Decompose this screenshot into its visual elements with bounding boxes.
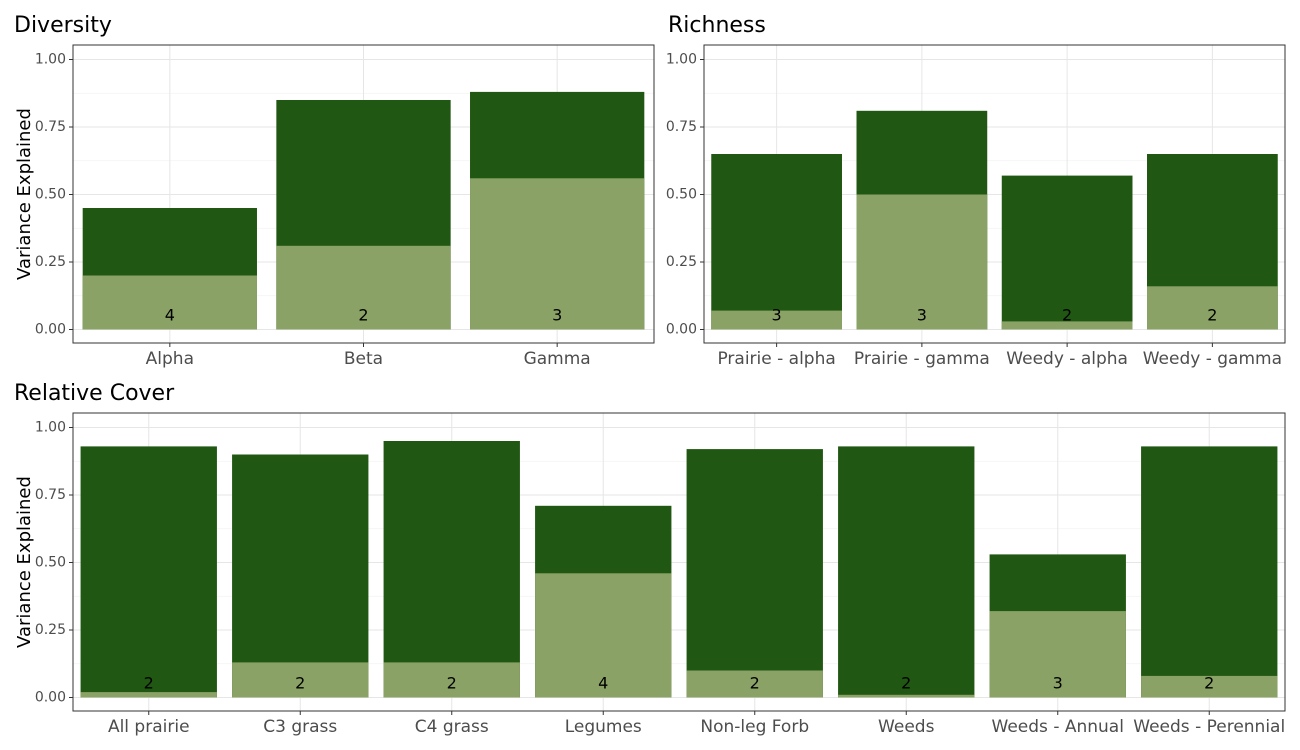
panel-title: Diversity [14,13,112,38]
panel-frame [72,412,1286,712]
bar-label: 2 [750,674,760,693]
panel-frame [72,44,655,344]
bar-fixed [470,178,645,330]
bar-total [232,454,369,698]
bar-total [838,446,975,698]
y-tick-label: 0.00 [666,322,697,338]
bar-fixed [856,194,988,330]
bar-total [80,446,217,698]
bar-total [1141,446,1278,698]
y-tick-label: 0.00 [35,690,66,706]
y-tick-label: 1.00 [666,52,697,68]
y-tick-label: 0.50 [35,555,66,571]
y-tick-label: 1.00 [35,420,66,436]
panel-title: Richness [668,13,766,38]
bar-label: 3 [552,306,562,325]
bar-label: 2 [901,674,911,693]
x-tick-label: Weedy - gamma [1143,349,1282,369]
bar-total [1001,175,1133,330]
bar-fixed [838,694,975,698]
bar-fixed [276,245,451,330]
bar-fixed [989,611,1126,698]
bar-total [711,154,842,330]
y-tick-label: 0.50 [666,187,697,203]
x-tick-label: Legumes [565,717,642,737]
x-tick-label: Non-leg Forb [700,717,809,737]
x-tick-label: All prairie [108,717,190,737]
y-tick-label: 0.25 [35,254,66,270]
x-tick-label: Weedy - alpha [1006,349,1128,369]
y-axis-label: Variance Explained [14,476,35,648]
y-tick-label: 0.25 [35,622,66,638]
bar-fixed [711,310,842,330]
y-tick-label: 0.00 [35,322,66,338]
x-tick-label: Weeds [878,717,935,737]
bar-label: 2 [295,674,305,693]
x-tick-label: Weeds - Perennial [1133,717,1285,737]
panel-relative-cover: 2 All prairie 2 C3 grass 2 C4 grass 4 Legumes 2 N… [14,381,1286,737]
bar-fixed [1147,286,1278,330]
bar-fixed [1001,321,1133,330]
bar-label: 2 [447,674,457,693]
bar-label: 3 [772,306,782,325]
x-tick-label: Beta [344,349,383,369]
x-tick-label: Prairie - alpha [717,349,835,369]
y-tick-label: 1.00 [35,52,66,68]
x-tick-label: C3 grass [263,717,337,737]
bar-fixed [383,662,520,698]
bar-fixed [686,670,823,698]
x-tick-label: Gamma [524,349,591,369]
x-tick-label: Alpha [146,349,194,369]
bar-label: 2 [144,674,154,693]
panel-title: Relative Cover [14,381,175,406]
y-tick-label: 0.75 [35,119,66,135]
bar-label: 2 [1062,306,1072,325]
x-tick-label: Weeds - Annual [992,717,1124,737]
bar-fixed [535,573,672,698]
panel-frame [703,44,1286,344]
bar-label: 3 [917,306,927,325]
bar-fixed [232,662,369,698]
bar-label: 4 [165,306,175,325]
bar-label: 2 [1204,674,1214,693]
y-tick-label: 0.75 [666,119,697,135]
bar-label: 2 [1207,306,1217,325]
panel-diversity: 4 Alpha 2 Beta 3 Gamma 0.00 0.25 0.50 0.75 1.00 Div… [14,13,655,369]
y-tick-label: 0.25 [666,254,697,270]
y-tick-label: 0.50 [35,187,66,203]
panel-richness: 3 Prairie - alpha 3 Prairie - gamma 2 Weedy -… [666,13,1286,369]
y-tick-label: 0.75 [35,487,66,503]
bar-label: 4 [598,674,608,693]
bar-fixed [1141,675,1278,698]
x-tick-label: C4 grass [415,717,489,737]
y-axis-label: Variance Explained [14,108,35,280]
bar-total [383,441,520,698]
bar-fixed [82,275,257,330]
bar-label: 3 [1053,674,1063,693]
bar-label: 2 [358,306,368,325]
bar-total [686,449,823,698]
bar-fixed [80,692,217,698]
x-tick-label: Prairie - gamma [854,349,990,369]
